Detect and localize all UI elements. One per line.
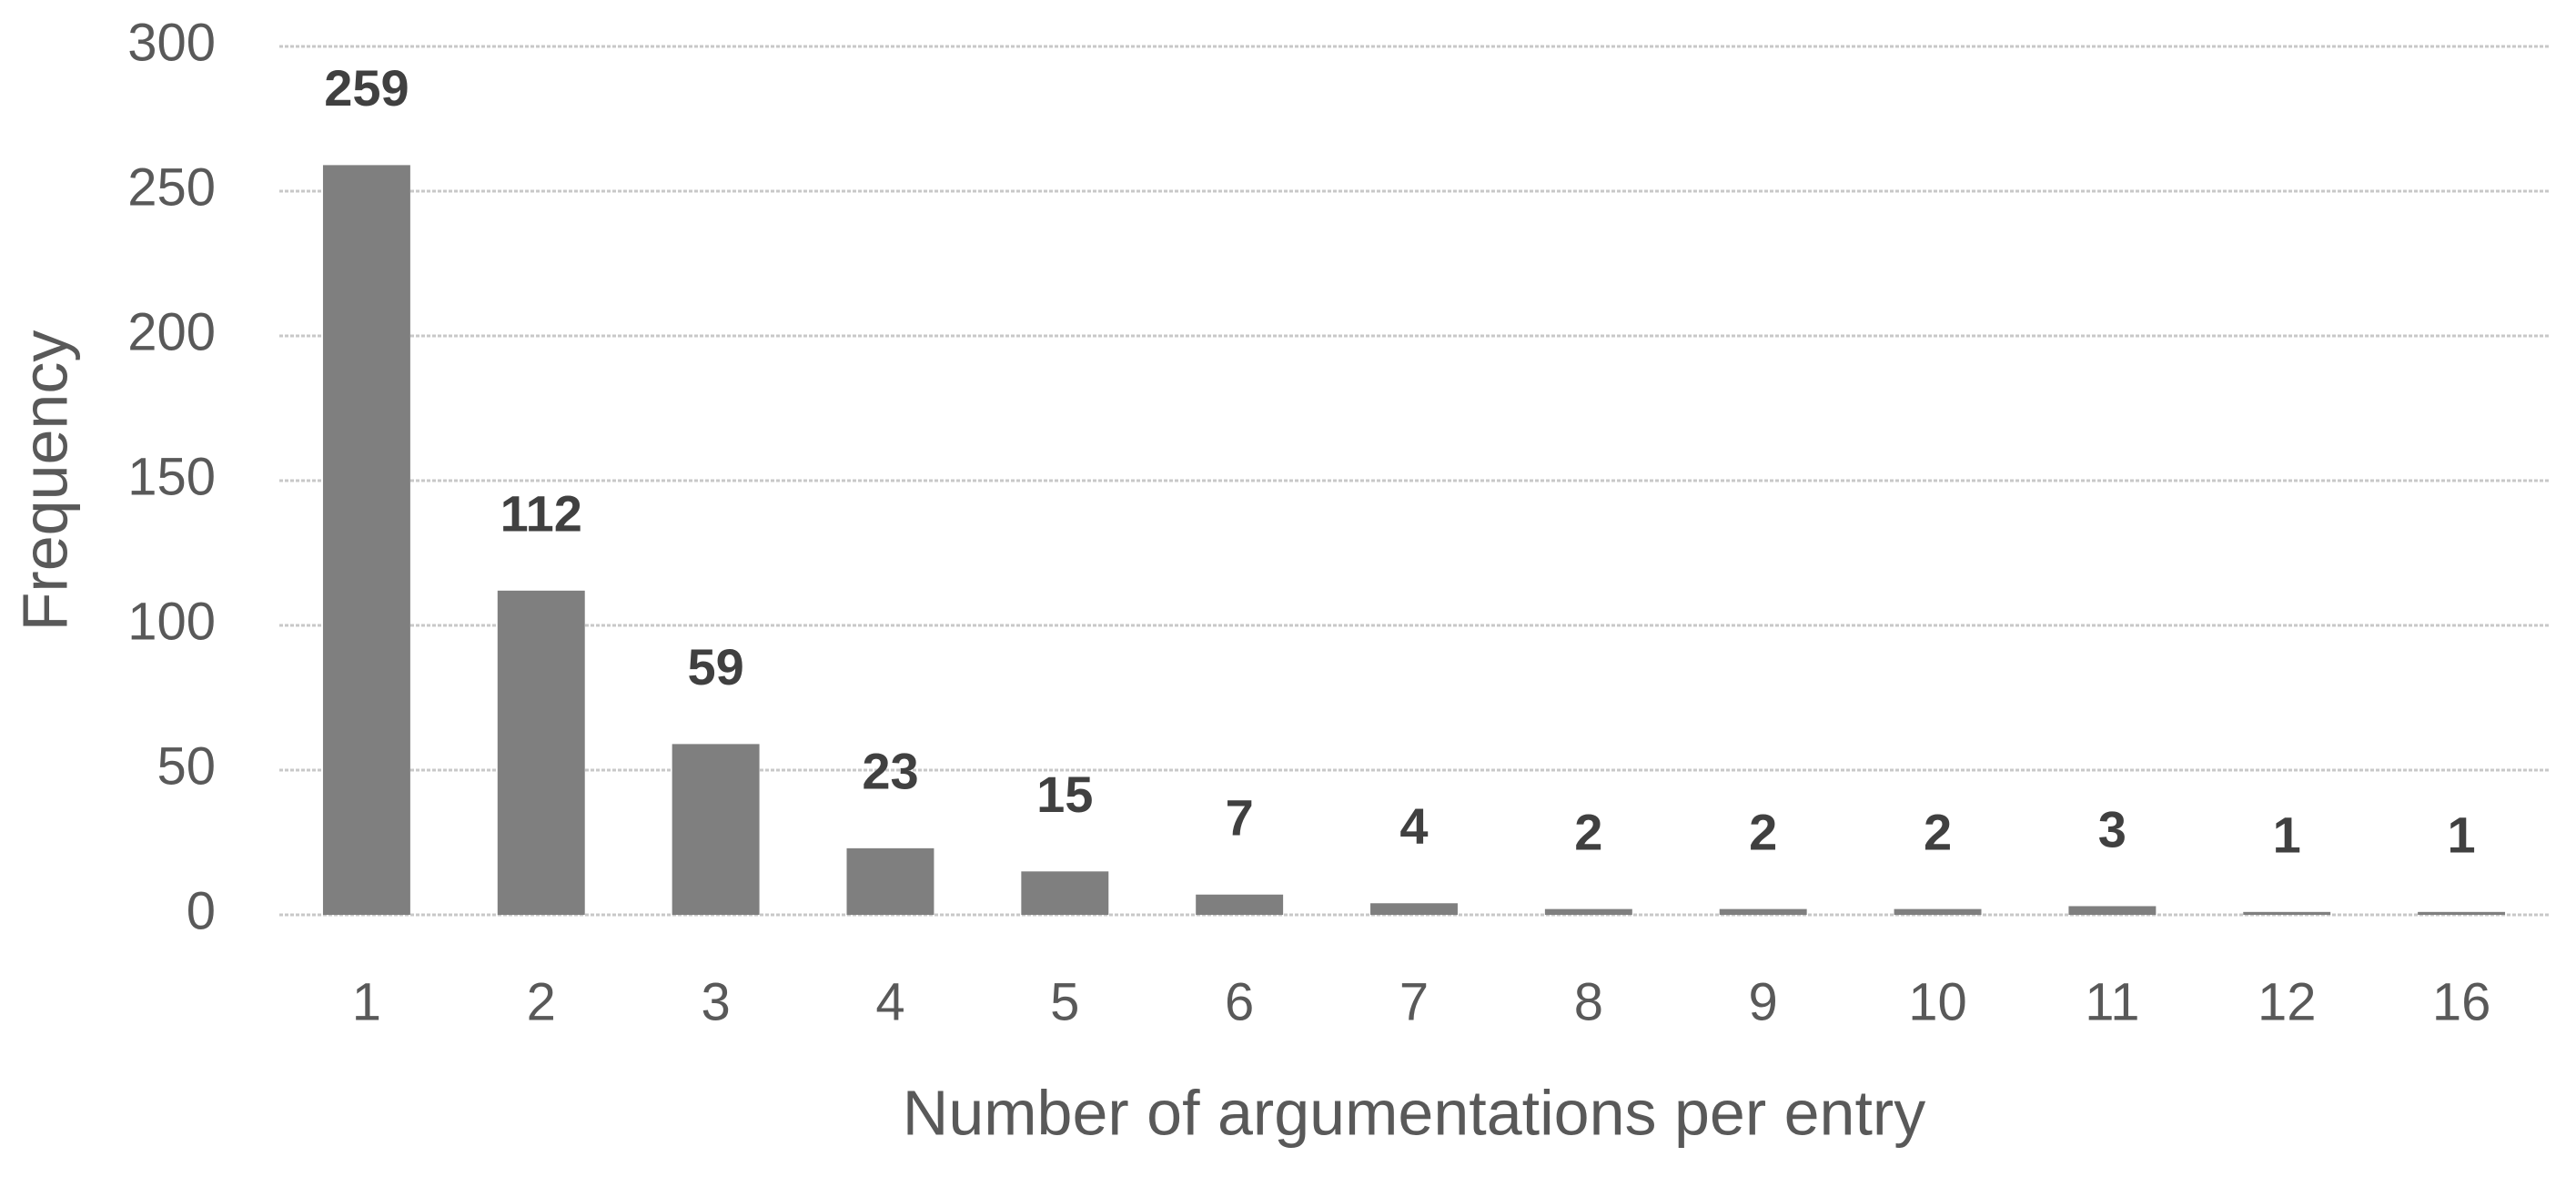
- x-axis-title: Number of argumentations per entry: [903, 1077, 1925, 1148]
- value-label: 3: [2098, 800, 2126, 857]
- bar: [2418, 911, 2506, 915]
- bar: [1021, 871, 1109, 915]
- x-tick-label: 9: [1749, 972, 1778, 1031]
- x-tick-label: 11: [2085, 972, 2139, 1031]
- x-tick-label: 16: [2432, 972, 2491, 1031]
- x-tick-label: 3: [701, 972, 730, 1031]
- y-tick-label: 50: [157, 736, 216, 796]
- value-label: 259: [324, 59, 409, 117]
- y-tick-label: 300: [127, 13, 216, 72]
- value-label: 2: [1924, 803, 1952, 860]
- y-tick-label: 250: [127, 157, 216, 217]
- x-tick-label: 6: [1225, 972, 1254, 1031]
- value-label: 23: [862, 743, 918, 800]
- x-tick-label: 8: [1574, 972, 1603, 1031]
- x-tick-label: 12: [2258, 972, 2317, 1031]
- value-label: 15: [1036, 766, 1093, 823]
- y-axis-title: Frequency: [9, 330, 80, 632]
- bar: [1370, 903, 1458, 915]
- bar: [1196, 894, 1284, 915]
- y-tick-label: 200: [127, 302, 216, 361]
- value-label: 4: [1399, 797, 1428, 855]
- value-label: 2: [1574, 803, 1602, 860]
- value-label: 1: [2273, 807, 2301, 864]
- bar: [2068, 906, 2157, 915]
- bar: [1719, 908, 1807, 915]
- x-tick-label: 4: [875, 972, 904, 1031]
- bar: [1544, 908, 1632, 915]
- y-tick-label: 150: [127, 447, 216, 506]
- bar: [497, 590, 585, 915]
- value-label: 7: [1226, 789, 1254, 847]
- y-tick-label: 0: [187, 881, 216, 940]
- y-tick-label: 100: [127, 592, 216, 651]
- bar: [672, 744, 760, 915]
- value-label: 112: [500, 485, 582, 543]
- bar: [846, 847, 934, 915]
- bar: [2243, 911, 2331, 915]
- x-tick-label: 1: [352, 972, 381, 1031]
- x-tick-label: 5: [1050, 972, 1079, 1031]
- value-label: 1: [2447, 807, 2475, 864]
- x-tick-label: 2: [527, 972, 556, 1031]
- x-tick-label: 7: [1399, 972, 1429, 1031]
- bar: [322, 165, 410, 915]
- value-label: 2: [1749, 803, 1777, 860]
- bar: [1894, 908, 1982, 915]
- value-label: 59: [687, 638, 743, 695]
- x-tick-label: 10: [1908, 972, 1967, 1031]
